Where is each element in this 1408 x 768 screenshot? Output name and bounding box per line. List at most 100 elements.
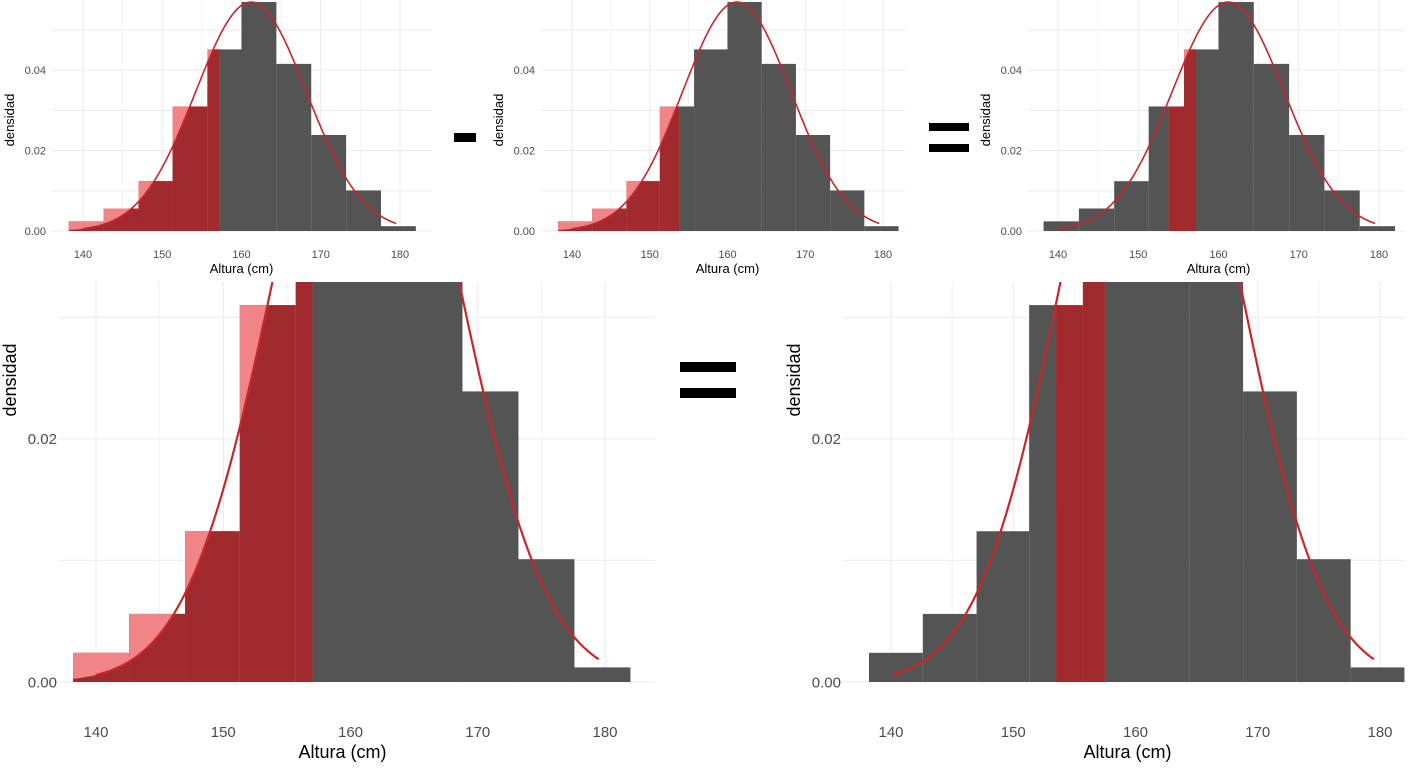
equals-operator-bottom (680, 362, 736, 372)
shade-area-under-curve (295, 282, 313, 682)
x-axis-title: Altura (cm) (210, 261, 274, 276)
x-tick-label: 160 (718, 249, 736, 261)
x-tick-label: 180 (592, 724, 617, 741)
histogram-bar (694, 49, 728, 232)
histogram-bar (518, 559, 575, 682)
histogram-bar (1324, 190, 1360, 231)
x-axis-title: Altura (cm) (696, 261, 760, 276)
histogram-bar (1253, 63, 1290, 231)
histogram-bar (795, 134, 831, 231)
histogram-bar (1078, 208, 1115, 231)
histogram-bar (241, 2, 277, 231)
x-tick-label: 180 (1367, 724, 1392, 741)
density-curve (890, 282, 1375, 677)
histogram-bar (1350, 667, 1405, 682)
plot-area (73, 282, 631, 683)
x-axis-title: Altura (cm) (1187, 261, 1251, 276)
x-tick-label: 170 (796, 249, 814, 261)
shade-area-under-curve (626, 181, 660, 231)
x-tick-label: 150 (1001, 724, 1026, 741)
y-tick-label: 0.02 (28, 431, 57, 448)
y-tick-label: 0.00 (25, 226, 46, 238)
y-tick-label: 0.04 (514, 65, 535, 77)
y-tick-label: 0.00 (812, 674, 841, 691)
histogram-bar (761, 63, 796, 231)
x-tick-label: 160 (232, 249, 250, 261)
x-tick-label: 170 (312, 249, 330, 261)
histogram-bar (976, 531, 1030, 682)
x-tick-label: 180 (874, 249, 892, 261)
histogram-bar (1296, 559, 1351, 682)
y-tick-label: 0.00 (1001, 226, 1022, 238)
shade-area-under-curve (68, 224, 104, 231)
x-tick-label: 140 (1049, 249, 1067, 261)
y-axis-title: densidad (0, 343, 20, 416)
y-axis-title: densidad (978, 94, 993, 147)
panel-bottom-right: 140 150 160 170 180 0.00 0.02 Altura (cm) densid… (784, 282, 1406, 762)
y-tick-label: 0.04 (1001, 65, 1022, 77)
shade-area-under-curve (103, 208, 139, 231)
histogram-bar (1135, 282, 1190, 682)
histogram-bar (1043, 221, 1079, 231)
plot-area (868, 282, 1405, 683)
histogram-bar (311, 134, 347, 231)
shade-area-under-curve (129, 613, 186, 682)
density-curve (571, 1, 880, 230)
x-tick-label: 180 (391, 249, 409, 261)
x-tick-label: 170 (1245, 724, 1270, 741)
plot-area (558, 1, 899, 232)
shade-area-under-curve (558, 224, 593, 231)
shade-bar-region (68, 221, 104, 231)
histogram-bar (350, 282, 407, 682)
y-tick-label: 0.04 (25, 65, 46, 77)
histogram-bar (864, 226, 899, 231)
histogram-bar (462, 391, 519, 682)
histogram-bar (922, 613, 977, 682)
x-axis-title: Altura (cm) (1083, 742, 1171, 762)
x-tick-label: 160 (1209, 249, 1227, 261)
panel-top-left: 140 150 160 170 180 0.00 0.02 0.04 Altura (cm) de… (2, 0, 432, 276)
shade-area-under-curve (207, 49, 220, 231)
shade-bar-region (558, 221, 593, 231)
density-curve (82, 1, 397, 230)
x-axis-title: Altura (cm) (298, 742, 386, 762)
x-tick-label: 180 (1370, 249, 1388, 261)
shade-area-under-curve (172, 106, 208, 231)
y-tick-label: 0.02 (1001, 146, 1022, 158)
shade-area-under-curve (592, 208, 627, 231)
y-tick-label: 0.02 (514, 146, 535, 158)
histogram-bar (1289, 134, 1325, 231)
y-tick-label: 0.02 (25, 146, 46, 158)
plot-area (1043, 1, 1396, 232)
x-tick-label: 140 (83, 724, 108, 741)
panel-top-right: 140 150 160 170 180 0.00 0.02 0.04 Altura (cm) de… (978, 0, 1404, 276)
x-tick-label: 170 (465, 724, 490, 741)
x-tick-label: 140 (563, 249, 581, 261)
minus-operator (454, 133, 476, 142)
histogram-bar (1189, 282, 1244, 683)
density-curve (95, 282, 600, 677)
histogram-bar (574, 667, 631, 682)
shade-area-under-curve (185, 531, 240, 682)
shade-area-under-curve (1183, 49, 1197, 231)
histogram-bar (1218, 2, 1254, 231)
histogram-bar (406, 282, 463, 683)
equals-operator-top (929, 123, 969, 131)
histogram-bar (727, 2, 762, 231)
x-tick-label: 160 (338, 724, 363, 741)
x-tick-label: 170 (1290, 249, 1308, 261)
x-tick-label: 150 (1129, 249, 1147, 261)
histogram-bar (830, 190, 865, 231)
x-tick-label: 150 (211, 724, 236, 741)
histogram-bar (346, 190, 381, 231)
y-tick-label: 0.02 (812, 431, 841, 448)
shade-area-under-curve (1056, 305, 1083, 682)
histogram-bar (276, 63, 312, 231)
y-axis-title: densidad (2, 94, 17, 147)
equals-operator-top-lower (929, 144, 969, 152)
shade-area-under-curve (73, 661, 130, 682)
shade-area-under-curve (239, 305, 296, 682)
shade-area-under-curve (138, 181, 173, 231)
density-curve (1057, 1, 1376, 230)
